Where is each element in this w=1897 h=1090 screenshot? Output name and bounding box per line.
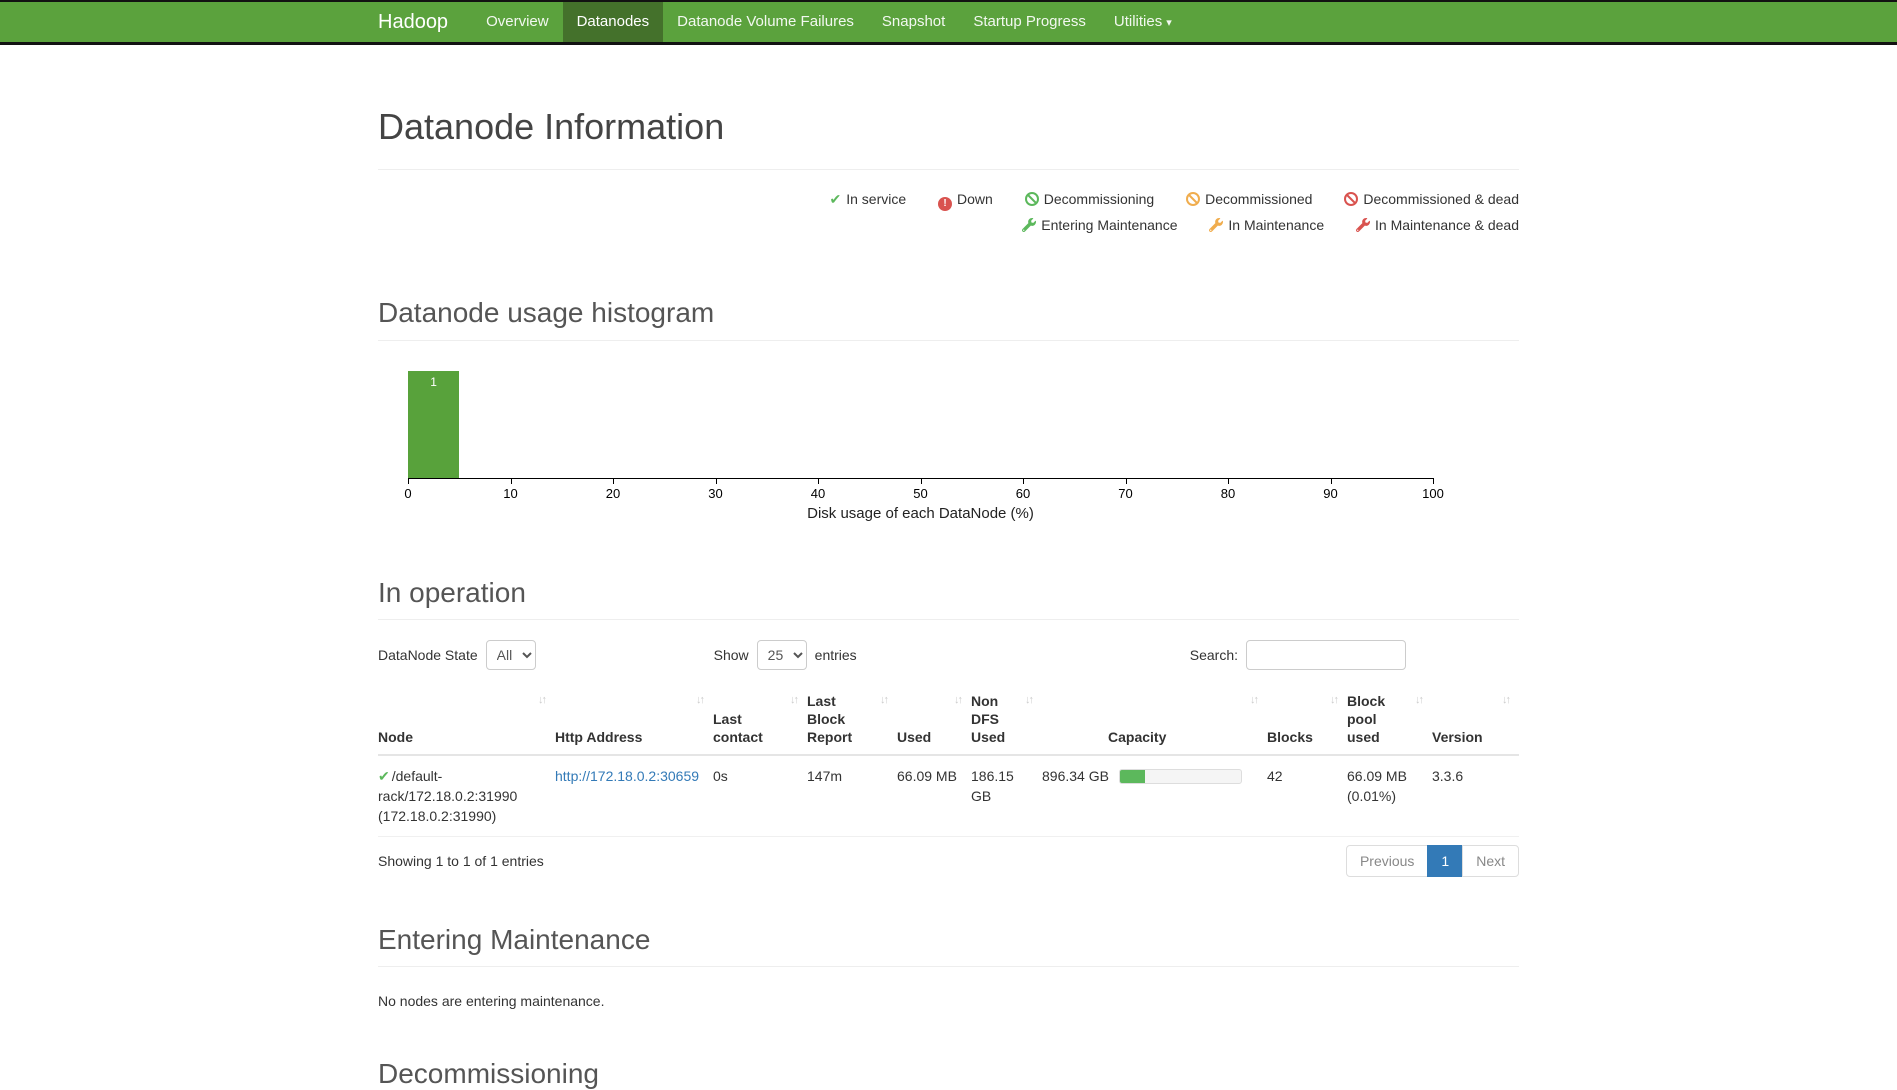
wrench-icon — [1022, 217, 1037, 232]
column-header-blocks[interactable]: ↓↑ Blocks — [1267, 686, 1347, 757]
histogram-plot-area: 1 0 10 20 30 40 50 60 70 80 90 100 — [404, 355, 1444, 501]
search-label: Search: — [1189, 647, 1238, 664]
nav-item-overview[interactable]: Overview — [486, 13, 549, 30]
entries-select[interactable]: 25 — [756, 640, 807, 671]
legend-in-maintenance: In Maintenance — [1209, 217, 1324, 233]
brand-hadoop[interactable]: Hadoop — [378, 11, 449, 33]
nav-item-startup-progress[interactable]: Startup Progress — [973, 13, 1086, 30]
legend-decommissioned: Decommissioned — [1186, 191, 1312, 207]
next-button[interactable]: Next — [1462, 845, 1519, 878]
section-title-decommissioning: Decommissioning — [378, 1057, 599, 1089]
sort-icon[interactable]: ↓↑ — [538, 694, 547, 707]
ban-icon — [1186, 191, 1201, 206]
ban-icon — [1024, 191, 1039, 206]
pagination: Previous 1 Next — [1345, 845, 1519, 878]
node-cell: ✔/default-rack/172.18.0.2:31990 (172.18.… — [378, 755, 555, 838]
sort-icon[interactable]: ↓↑ — [880, 694, 889, 707]
datanode-state-label: DataNode State — [378, 647, 478, 664]
sort-icon[interactable]: ↓↑ — [954, 694, 963, 707]
datanode-usage-histogram: 1 0 10 20 30 40 50 60 70 80 90 100 Disk … — [378, 355, 1519, 522]
top-navbar: Hadoop Overview Datanodes Datanode Volum… — [0, 0, 1897, 45]
nav-item-datanodes[interactable]: Datanodes — [562, 2, 664, 42]
table-controls: DataNode State All Show 25 entries Searc… — [378, 640, 1519, 671]
used-cell: 66.09 MB — [897, 755, 971, 838]
non-dfs-used-cell: 186.15 GB — [971, 755, 1042, 838]
column-header-used[interactable]: ↓↑ Used — [897, 686, 971, 757]
legend-row: ✔ In service ! Down Decommissioning Decomm… — [378, 186, 1519, 212]
showing-entries-text: Showing 1 to 1 of 1 entries — [378, 853, 544, 870]
block-pool-used-cell: 66.09 MB (0.01%) — [1347, 755, 1432, 838]
wrench-icon — [1209, 217, 1224, 232]
chevron-down-icon: ▾ — [1166, 17, 1172, 29]
legend-decommissioning: Decommissioning — [1024, 191, 1154, 207]
sort-icon[interactable]: ↓↑ — [790, 694, 799, 707]
entering-maintenance-empty-text: No nodes are entering maintenance. — [378, 992, 605, 1009]
capacity-bar — [1118, 769, 1242, 785]
column-header-http-address[interactable]: ↓↑ Http Address — [555, 686, 713, 757]
check-icon: ✔ — [829, 190, 842, 207]
histogram-bar-value: 1 — [430, 375, 437, 390]
last-contact-cell: 0s — [713, 755, 807, 838]
show-label: Show — [713, 647, 749, 664]
divider — [378, 619, 1519, 621]
status-legend: ✔ In service ! Down Decommissioning Decomm… — [378, 186, 1519, 238]
sort-icon[interactable]: ↓↑ — [1415, 694, 1424, 707]
exclamation-circle-icon: ! — [938, 196, 953, 211]
sort-icon[interactable]: ↓↑ — [1330, 694, 1339, 707]
section-title-histogram: Datanode usage histogram — [378, 296, 715, 328]
column-header-block-pool-used[interactable]: ↓↑ Block pool used — [1347, 686, 1432, 757]
histogram-bar: 1 — [408, 371, 460, 479]
search-group: Search: — [1189, 640, 1406, 671]
last-block-report-cell: 147m — [807, 755, 897, 838]
column-header-capacity[interactable]: ↓↑ Capacity — [1042, 686, 1267, 757]
legend-in-maintenance-dead: In Maintenance & dead — [1355, 217, 1519, 233]
legend-row: Entering Maintenance In Maintenance In M… — [378, 212, 1519, 238]
table-header-row: ↓↑ Node ↓↑ Http Address ↓↑ Last contact ↓↑ L… — [378, 686, 1519, 757]
blocks-cell: 42 — [1267, 755, 1347, 838]
divider — [378, 168, 1519, 170]
search-input[interactable] — [1246, 640, 1406, 671]
version-cell: 3.3.6 — [1432, 755, 1519, 838]
page-title: Datanode Information — [378, 106, 725, 147]
x-axis-title: Disk usage of each DataNode (%) — [807, 505, 1034, 523]
divider — [378, 965, 1519, 967]
check-icon: ✔ — [378, 768, 390, 785]
sort-icon[interactable]: ↓↑ — [1250, 694, 1259, 707]
legend-entering-maintenance: Entering Maintenance — [1022, 217, 1177, 233]
sort-icon[interactable]: ↓↑ — [1025, 694, 1034, 707]
http-address-cell: http://172.18.0.2:30659 — [555, 755, 713, 838]
column-header-last-contact[interactable]: ↓↑ Last contact — [713, 686, 807, 757]
legend-down: ! Down — [938, 191, 993, 211]
section-title-entering-maintenance: Entering Maintenance — [378, 924, 651, 956]
nav-item-datanode-volume-failures[interactable]: Datanode Volume Failures — [677, 13, 854, 30]
column-header-non-dfs-used[interactable]: ↓↑ Non DFS Used — [971, 686, 1042, 757]
nav-item-utilities[interactable]: Utilities ▾ — [1113, 13, 1172, 30]
legend-in-service: ✔ In service — [829, 190, 907, 207]
divider — [378, 340, 1519, 342]
ban-icon — [1344, 191, 1359, 206]
datanode-state-select[interactable]: All — [485, 640, 536, 671]
legend-decommissioned-dead: Decommissioned & dead — [1344, 191, 1519, 207]
column-header-node[interactable]: ↓↑ Node — [378, 686, 555, 757]
http-address-link[interactable]: http://172.18.0.2:30659 — [555, 768, 700, 785]
capacity-cell: 896.34 GB — [1042, 755, 1267, 838]
table-row: ✔/default-rack/172.18.0.2:31990 (172.18.… — [378, 755, 1519, 838]
sort-icon[interactable]: ↓↑ — [1502, 694, 1511, 707]
previous-button[interactable]: Previous — [1345, 845, 1429, 878]
entries-label: entries — [814, 647, 857, 664]
nav-item-snapshot[interactable]: Snapshot — [881, 13, 946, 30]
datanodes-table: ↓↑ Node ↓↑ Http Address ↓↑ Last contact ↓↑ L… — [378, 686, 1519, 838]
column-header-last-block-report[interactable]: ↓↑ Last Block Report — [807, 686, 897, 757]
column-header-version[interactable]: ↓↑ Version — [1432, 686, 1519, 757]
section-title-in-operation: In operation — [378, 577, 526, 609]
sort-icon[interactable]: ↓↑ — [696, 694, 705, 707]
capacity-bar-fill — [1119, 770, 1146, 784]
table-footer: Showing 1 to 1 of 1 entries Previous 1 N… — [378, 845, 1519, 878]
wrench-icon — [1355, 217, 1370, 232]
page-1-button[interactable]: 1 — [1427, 845, 1464, 878]
